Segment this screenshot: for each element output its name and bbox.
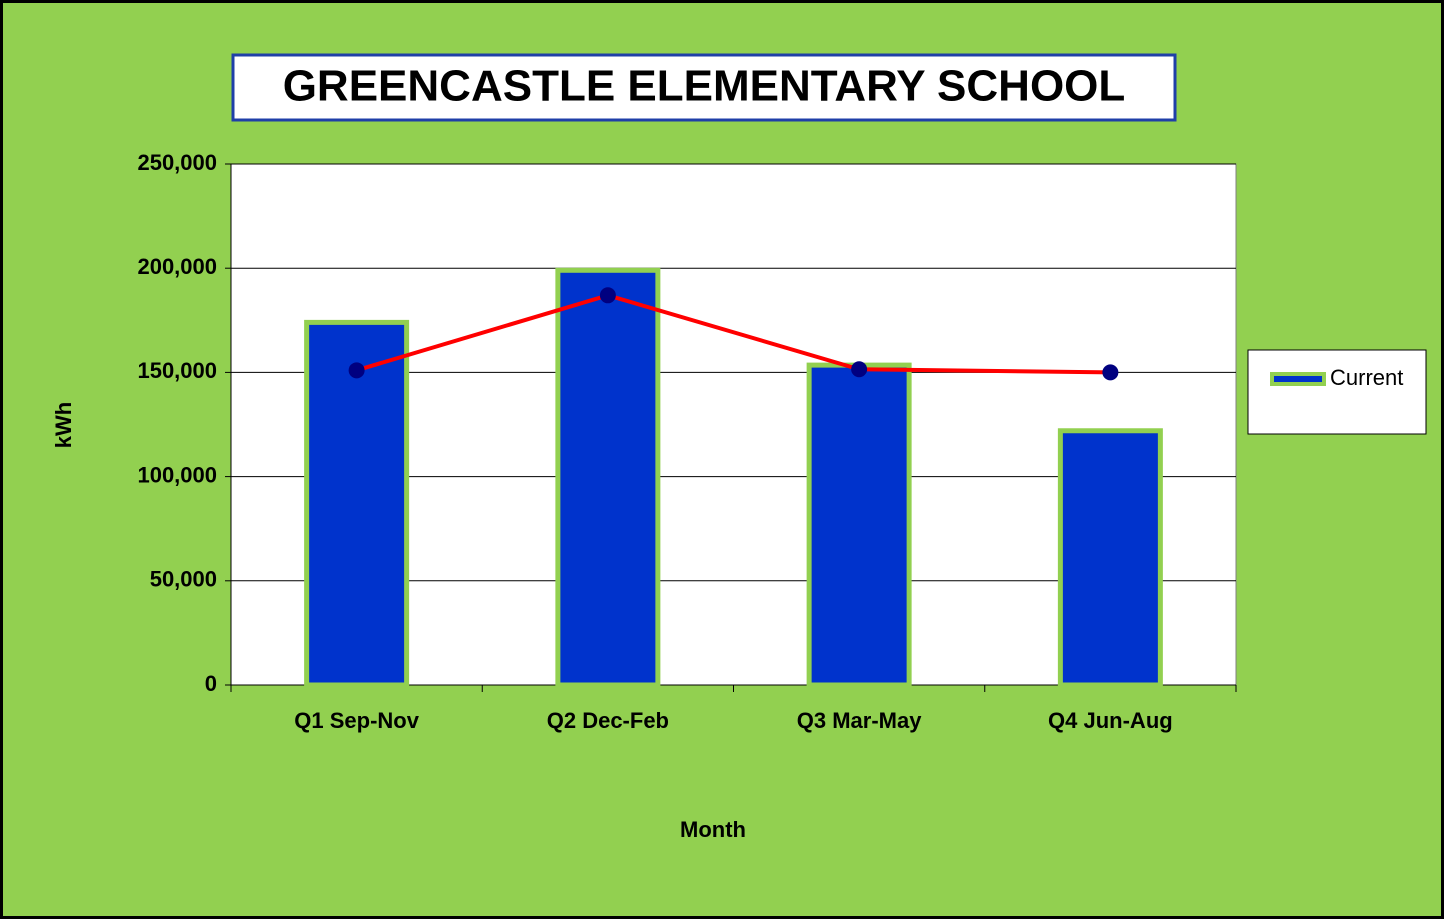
- x-tick-label: Q3 Mar-May: [797, 708, 922, 733]
- chart-title: GREENCASTLE ELEMENTARY SCHOOL: [283, 62, 1126, 111]
- x-tick-label: Q2 Dec-Feb: [547, 708, 669, 733]
- legend-label: Current: [1330, 365, 1403, 390]
- legend-swatch: [1270, 372, 1326, 386]
- bar: [304, 319, 410, 688]
- line: [356, 293, 1111, 375]
- y-tick-label: 200,000: [137, 254, 217, 279]
- title-box: [231, 53, 1177, 122]
- y-tick-label: 100,000: [137, 462, 217, 487]
- legend-box: [1247, 349, 1427, 435]
- line-marker: [599, 287, 616, 304]
- line-marker: [348, 362, 365, 379]
- bar: [1057, 428, 1163, 688]
- line-marker: [1102, 364, 1119, 381]
- line-marker: [851, 361, 868, 378]
- x-tick-label: Q4 Jun-Aug: [1048, 708, 1173, 733]
- y-axis-label: kWh: [51, 402, 76, 448]
- y-tick-label: 50,000: [150, 567, 217, 592]
- y-tick-label: 150,000: [137, 358, 217, 383]
- x-tick-label: Q1 Sep-Nov: [294, 708, 419, 733]
- y-tick-label: 0: [205, 671, 217, 696]
- bar: [806, 362, 912, 688]
- y-tick-label: 250,000: [137, 150, 217, 175]
- bar: [555, 267, 661, 688]
- x-axis-label: Month: [680, 817, 746, 842]
